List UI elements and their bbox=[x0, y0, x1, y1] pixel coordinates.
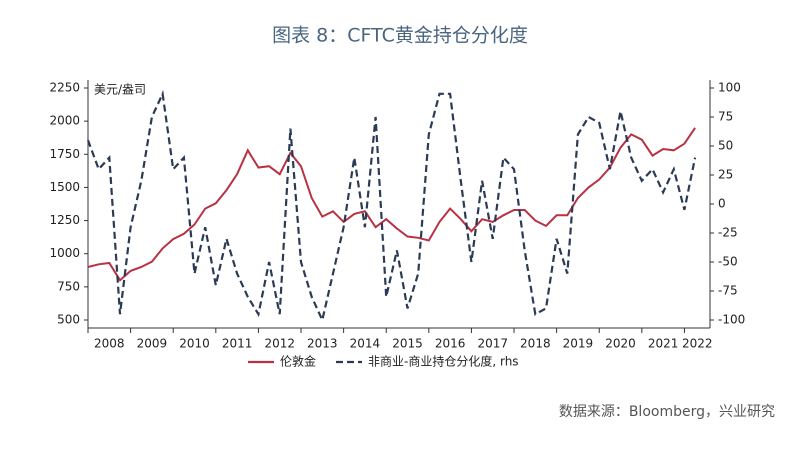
x-tick-label: 2018 bbox=[520, 337, 551, 351]
legend-label: 伦敦金 bbox=[280, 354, 316, 369]
y2-tick-label: 50 bbox=[718, 139, 733, 153]
x-tick-label: 2015 bbox=[392, 337, 423, 351]
y2-tick-label: -100 bbox=[718, 313, 745, 327]
y-tick-label: 1500 bbox=[49, 180, 80, 194]
y-tick-label: 2250 bbox=[49, 81, 80, 95]
x-tick-label: 2017 bbox=[477, 337, 508, 351]
x-tick-label: 2013 bbox=[307, 337, 338, 351]
y2-tick-label: 75 bbox=[718, 110, 733, 124]
x-tick-label: 2020 bbox=[605, 337, 636, 351]
y2-tick-label: -25 bbox=[718, 226, 738, 240]
x-tick-label: 2019 bbox=[563, 337, 594, 351]
x-tick-label: 2016 bbox=[435, 337, 466, 351]
chart-title: 图表 8：CFTC黄金持仓分化度 bbox=[272, 25, 528, 47]
x-tick-label: 2022 bbox=[682, 337, 713, 351]
x-tick-label: 2011 bbox=[222, 337, 253, 351]
y2-tick-label: -75 bbox=[718, 284, 738, 298]
x-tick-label: 2021 bbox=[648, 337, 679, 351]
y2-tick-label: 100 bbox=[718, 81, 741, 95]
y-axis-label: 美元/盎司 bbox=[94, 83, 146, 97]
source-note: 数据来源：Bloomberg，兴业研究 bbox=[559, 404, 775, 420]
y-tick-label: 1000 bbox=[49, 246, 80, 260]
y2-tick-label: -50 bbox=[718, 255, 738, 269]
y2-tick-label: 25 bbox=[718, 168, 733, 182]
series-line bbox=[86, 89, 697, 324]
y-tick-label: 2000 bbox=[49, 114, 80, 128]
x-tick-label: 2008 bbox=[94, 337, 125, 351]
x-tick-label: 2014 bbox=[350, 337, 381, 351]
y-tick-label: 1750 bbox=[49, 147, 80, 161]
legend-label: 非商业-商业持仓分化度, rhs bbox=[368, 354, 519, 369]
y-tick-label: 1250 bbox=[49, 213, 80, 227]
x-tick-label: 2012 bbox=[264, 337, 295, 351]
x-tick-label: 2009 bbox=[137, 337, 168, 351]
x-tick-label: 2010 bbox=[179, 337, 210, 351]
series-line bbox=[87, 127, 696, 282]
y2-tick-label: 0 bbox=[718, 197, 726, 211]
y-tick-label: 750 bbox=[57, 279, 80, 293]
y-tick-label: 500 bbox=[57, 313, 80, 327]
